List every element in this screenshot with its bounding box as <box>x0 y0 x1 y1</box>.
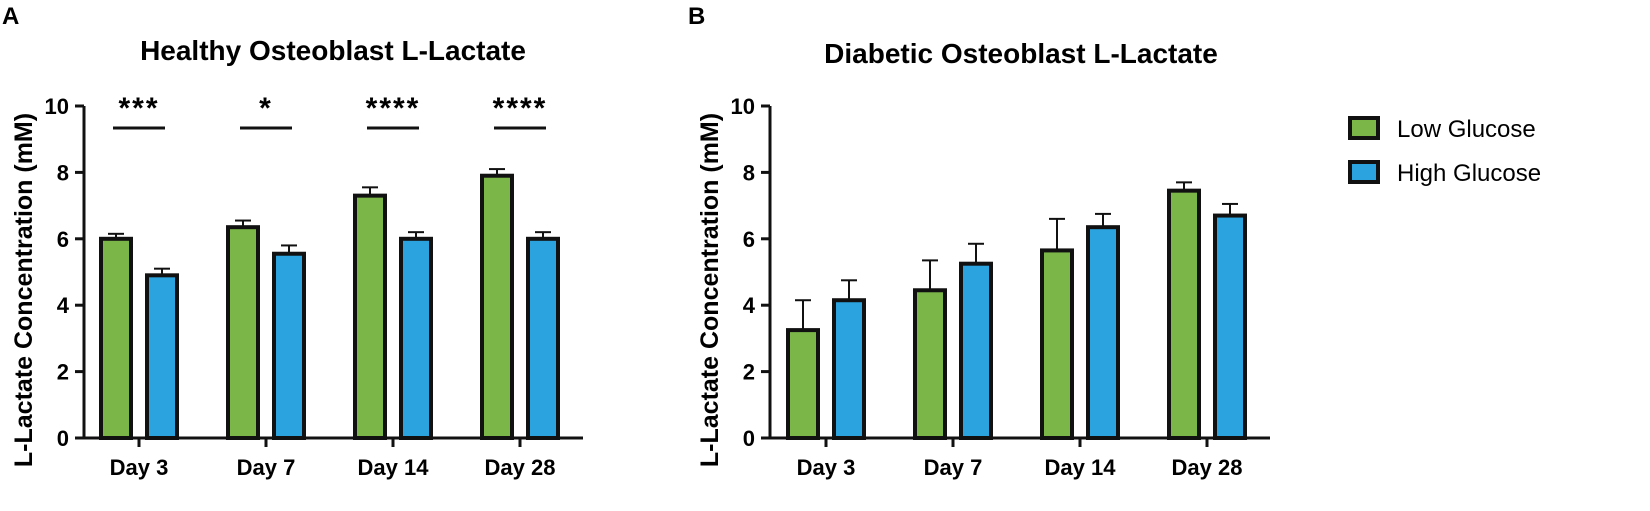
x-tick-label: Day 3 <box>110 455 169 480</box>
x-tick-label: Day 28 <box>1172 455 1243 480</box>
bar-low-glucose <box>1167 188 1201 440</box>
legend-label-low-glucose: Low Glucose <box>1397 116 1536 143</box>
x-tick-label: Day 14 <box>358 455 430 480</box>
bar-high-glucose <box>959 261 993 441</box>
y-axis-label: L-Lactate Concentration (mM) <box>10 113 38 467</box>
bar-low-glucose <box>353 193 387 440</box>
bar-low-glucose <box>786 328 820 441</box>
y-tick-label: 8 <box>743 160 755 185</box>
x-tick-label: Day 3 <box>797 455 856 480</box>
x-tick-label: Day 28 <box>485 455 556 480</box>
y-tick-label: 4 <box>57 293 70 318</box>
y-tick-label: 0 <box>57 426 69 451</box>
y-tick-label: 2 <box>743 360 755 385</box>
significance-label: **** <box>493 92 548 125</box>
significance-label: **** <box>366 92 421 125</box>
legend-label-high-glucose: High Glucose <box>1397 160 1541 187</box>
legend: Low Glucose High Glucose <box>1348 116 1541 187</box>
significance-label: * <box>259 92 273 125</box>
y-tick-label: 10 <box>45 94 69 119</box>
bar-high-glucose <box>272 251 306 440</box>
chart-title: Diabetic Osteoblast L-Lactate <box>824 38 1218 69</box>
bar-low-glucose <box>913 288 947 441</box>
y-tick-label: 6 <box>743 227 755 252</box>
significance-label: *** <box>118 92 159 125</box>
x-tick-label: Day 7 <box>237 455 296 480</box>
panel-letter: B <box>688 3 705 30</box>
y-tick-label: 0 <box>743 426 755 451</box>
legend-swatch-high-glucose <box>1348 160 1380 184</box>
x-tick-label: Day 14 <box>1045 455 1117 480</box>
bar-high-glucose <box>145 273 179 440</box>
y-tick-label: 2 <box>57 360 69 385</box>
bar-low-glucose <box>480 173 514 440</box>
chart-panel-b: B Diabetic Osteoblast L-Lactate L-Lactat… <box>688 3 1270 480</box>
bar-high-glucose <box>399 236 433 440</box>
bar-high-glucose <box>832 298 866 440</box>
bar-low-glucose <box>1040 248 1074 440</box>
y-tick-label: 10 <box>731 94 755 119</box>
chart-title: Healthy Osteoblast L-Lactate <box>140 35 526 66</box>
bar-low-glucose <box>99 236 133 440</box>
bar-high-glucose <box>1213 213 1247 440</box>
panel-letter: A <box>2 3 19 30</box>
legend-item-low-glucose: Low Glucose <box>1348 116 1536 143</box>
y-tick-label: 6 <box>57 227 69 252</box>
y-tick-label: 8 <box>57 160 69 185</box>
bar-low-glucose <box>226 225 260 440</box>
legend-item-high-glucose: High Glucose <box>1348 160 1541 187</box>
y-axis-label: L-Lactate Concentration (mM) <box>696 113 724 467</box>
chart-panel-a: A Healthy Osteoblast L-Lactate L-Lactate… <box>2 3 583 480</box>
y-tick-label: 4 <box>743 293 756 318</box>
bar-high-glucose <box>1086 225 1120 440</box>
legend-swatch-low-glucose <box>1348 116 1380 140</box>
x-tick-label: Day 7 <box>924 455 983 480</box>
bar-high-glucose <box>526 236 560 440</box>
